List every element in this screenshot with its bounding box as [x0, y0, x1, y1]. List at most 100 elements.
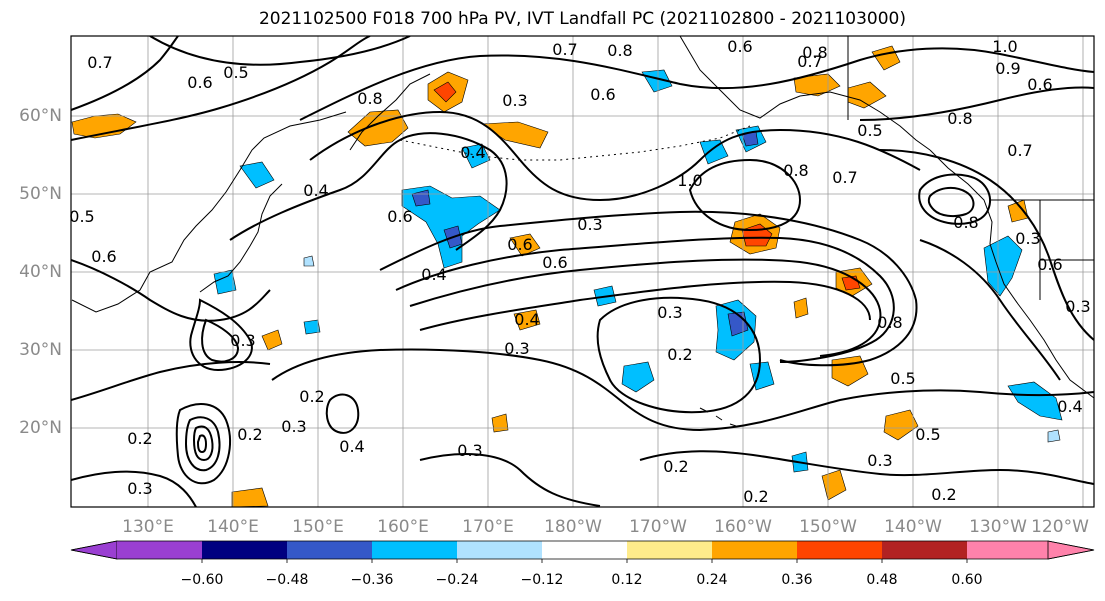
lon-label: 130°W	[969, 517, 1027, 537]
lon-label: 170°E	[462, 517, 514, 537]
aleutian-arc	[399, 125, 751, 161]
negative-anomaly	[401, 185, 501, 269]
contour-label: 0.2	[743, 487, 768, 506]
contour-labels: 0.7 0.6 0.5 0.8 0.7 0.8 0.6 0.8 0.7 1.0 …	[69, 37, 1090, 506]
contour-line	[419, 280, 871, 331]
lon-label: 130°E	[122, 517, 174, 537]
colorbar-tick-label: 0.36	[781, 572, 813, 588]
colorbar-tick-label: 0.60	[951, 572, 983, 588]
contour-label: 0.6	[1037, 255, 1062, 274]
positive-anomaly	[871, 45, 901, 71]
contour-label: 0.2	[127, 429, 152, 448]
lat-label: 50°N	[19, 184, 62, 204]
pv-contours	[71, 36, 1094, 507]
contour-label: 0.6	[590, 85, 615, 104]
asia-coast	[71, 111, 347, 313]
contour-label: 0.7	[832, 168, 857, 187]
colorbar-tick-label: −0.60	[180, 572, 224, 588]
contour-label: 0.6	[1027, 75, 1052, 94]
lon-label: 140°W	[884, 517, 942, 537]
contour-label: 0.9	[995, 59, 1020, 78]
contour-label: 0.7	[797, 52, 822, 71]
contour-line	[201, 318, 240, 363]
colorbar-segment	[457, 541, 542, 559]
colorbar-segment	[372, 541, 457, 559]
lon-label: 150°E	[292, 517, 344, 537]
colorbar-max-extension	[1047, 540, 1095, 560]
contour-label: 0.7	[87, 53, 112, 72]
contour-line	[192, 425, 214, 462]
negative-anomaly	[303, 255, 315, 267]
contour-label: 0.8	[953, 213, 978, 232]
contour-label: 0.5	[223, 63, 248, 82]
contour-label: 0.5	[857, 121, 882, 140]
contour-label: 0.7	[1007, 141, 1032, 160]
lon-label: 160°E	[377, 517, 429, 537]
contour-line	[325, 393, 360, 434]
contour-label: 0.6	[542, 253, 567, 272]
lat-label: 30°N	[19, 340, 62, 360]
contour-line	[71, 259, 271, 322]
japan-coast	[199, 183, 283, 293]
contour-label: 0.3	[1015, 229, 1040, 248]
positive-anomaly	[481, 121, 549, 149]
colorbar-outline	[70, 540, 1095, 560]
map-frame	[70, 35, 1095, 508]
contour-label: 0.4	[1057, 397, 1082, 416]
positive-anomaly	[831, 355, 869, 387]
ivt-shading	[71, 45, 1063, 507]
contour-line	[184, 416, 221, 472]
contour-label: 0.3	[230, 331, 255, 350]
colorbar-segment	[627, 541, 712, 559]
contour-line	[71, 36, 179, 111]
contour-line	[639, 450, 1094, 485]
contour-label: 0.2	[931, 485, 956, 504]
contour-label: 0.8	[877, 313, 902, 332]
contour-line	[71, 470, 197, 507]
contour-line	[918, 173, 991, 225]
contour-label: 0.2	[237, 425, 262, 444]
contour-label: 0.8	[802, 43, 827, 62]
positive-anomaly	[261, 329, 283, 351]
colorbar-tick-label: 0.12	[611, 572, 643, 588]
contour-label: 0.3	[502, 91, 527, 110]
contour-line	[688, 158, 802, 232]
lat-label: 40°N	[19, 262, 62, 282]
alaska-coast	[679, 36, 931, 151]
contour-line	[175, 403, 231, 485]
contour-line	[229, 132, 508, 251]
contour-line	[409, 258, 882, 357]
colorbar-segment	[797, 541, 882, 559]
kamchatka-coast	[349, 73, 431, 151]
contour-label: 0.2	[299, 387, 324, 406]
colorbar-tick-label: −0.24	[435, 572, 479, 588]
positive-anomaly	[491, 413, 509, 433]
negative-anomaly	[303, 319, 321, 335]
contour-label: 0.8	[607, 41, 632, 60]
coastlines	[71, 36, 1094, 427]
contour-line	[196, 434, 208, 454]
contour-line	[189, 298, 253, 372]
colorbar-segment	[117, 541, 202, 559]
positive-anomaly	[883, 409, 919, 441]
contour-label: 0.3	[577, 215, 602, 234]
contour-label: 0.3	[127, 479, 152, 498]
contour-label: 0.4	[339, 437, 364, 456]
state-border	[1039, 200, 1094, 300]
contour-label: 0.6	[387, 207, 412, 226]
colorbar-tick-label: −0.12	[520, 572, 564, 588]
colorbar	[70, 540, 1095, 563]
contour-label: 1.0	[677, 171, 702, 190]
colorbar-segment	[882, 541, 967, 559]
positive-anomaly	[433, 81, 457, 103]
contour-line	[379, 210, 918, 367]
contour-line	[859, 86, 1094, 121]
contour-label: 0.2	[663, 457, 688, 476]
contour-label: 0.8	[947, 109, 972, 128]
positive-anomaly	[509, 233, 541, 257]
contour-label: 0.5	[69, 207, 94, 226]
colorbar-segment	[287, 541, 372, 559]
positive-anomaly	[793, 297, 809, 319]
positive-anomaly	[821, 469, 847, 501]
colorbar-segment	[202, 541, 287, 559]
